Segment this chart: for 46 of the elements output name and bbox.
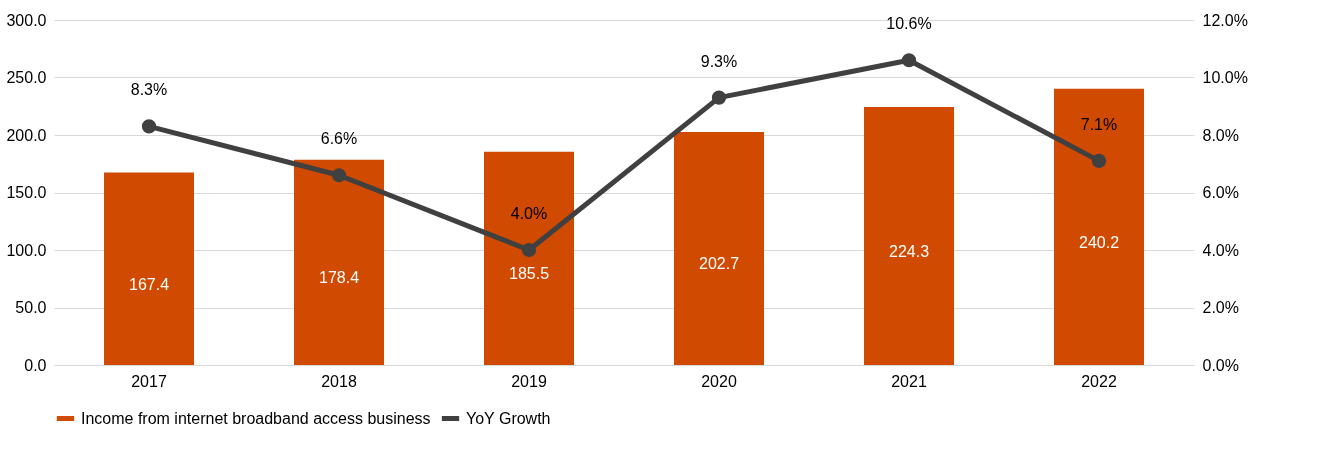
y-tick-label: 0.0 bbox=[24, 356, 47, 374]
point bbox=[1091, 153, 1107, 168]
y-tick-label: 150.0 bbox=[6, 184, 47, 201]
y2-tick-label: 0.0% bbox=[1202, 356, 1239, 374]
point bbox=[901, 53, 917, 68]
point bbox=[711, 90, 727, 105]
bar bbox=[294, 159, 384, 365]
data-label: 8.3% bbox=[130, 81, 168, 99]
y-tick-label: 200.0 bbox=[6, 126, 47, 144]
y2-tick-label: 8.0% bbox=[1202, 126, 1239, 144]
data-label: 10.6% bbox=[886, 15, 932, 33]
data-label: 202.7 bbox=[698, 255, 740, 273]
x-tick-label: 2017 bbox=[131, 372, 167, 390]
data-label: 167.4 bbox=[128, 275, 170, 293]
bar bbox=[484, 151, 574, 365]
point bbox=[141, 119, 157, 134]
y2-tick-label: 4.0% bbox=[1202, 241, 1239, 259]
x-tick-label: 2018 bbox=[321, 372, 357, 390]
data-label: 7.1% bbox=[1080, 115, 1118, 133]
y-tick-label: 100.0 bbox=[6, 241, 47, 259]
y2-tick-label: 2.0% bbox=[1202, 299, 1239, 316]
data-label: 4.0% bbox=[510, 205, 548, 222]
y-tick-label: 300.0 bbox=[6, 11, 47, 29]
y-tick-label: 50.0 bbox=[15, 299, 47, 316]
y2-tick-label: 10.0% bbox=[1202, 69, 1248, 86]
data-label: 240.2 bbox=[1078, 233, 1120, 251]
data-label: 9.3% bbox=[700, 52, 738, 70]
point bbox=[521, 242, 537, 258]
bar bbox=[864, 107, 954, 365]
y2-tick-label: 12.0% bbox=[1202, 11, 1248, 29]
bar bbox=[1054, 88, 1144, 365]
x-tick-label: 2021 bbox=[891, 372, 927, 390]
y-tick-label: 250.0 bbox=[6, 69, 47, 86]
x-tick-label: 2020 bbox=[701, 372, 737, 390]
data-label: 185.5 bbox=[508, 265, 550, 283]
point bbox=[331, 168, 347, 183]
legend-label: YoY Growth bbox=[466, 409, 551, 427]
bar bbox=[104, 172, 194, 365]
x-tick-label: 2022 bbox=[1081, 372, 1117, 390]
y2-tick-label: 6.0% bbox=[1202, 184, 1239, 201]
x-tick-label: 2019 bbox=[511, 372, 547, 390]
data-label: 224.3 bbox=[888, 243, 930, 261]
bar bbox=[674, 131, 764, 365]
data-label: 6.6% bbox=[320, 130, 358, 148]
legend-label: Income from internet broadband access business bbox=[81, 409, 431, 427]
data-label: 178.4 bbox=[318, 269, 360, 287]
